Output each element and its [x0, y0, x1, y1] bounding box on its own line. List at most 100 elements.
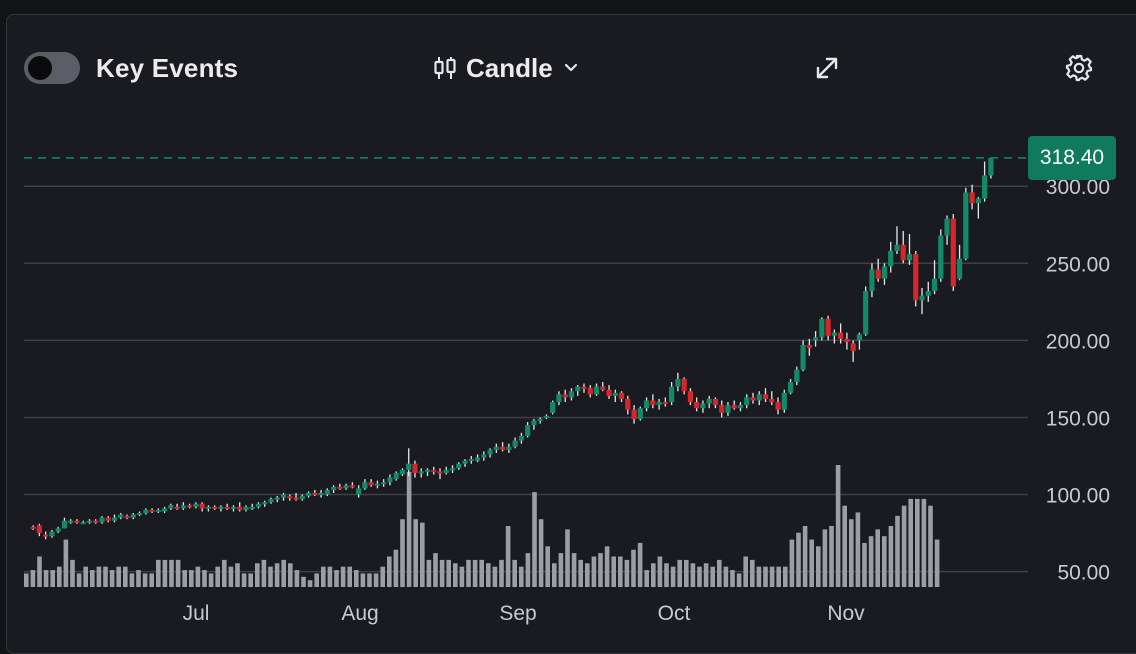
candle-body	[819, 318, 825, 338]
candle-body	[543, 415, 550, 418]
volume-bar	[618, 556, 623, 587]
volume-bar	[268, 566, 273, 587]
candle-body	[161, 508, 168, 512]
key-events-label: Key Events	[96, 53, 239, 83]
candle-body	[587, 388, 593, 395]
candle	[731, 400, 737, 410]
candle-body	[606, 389, 612, 396]
y-tick-label: 250.00	[1046, 253, 1110, 276]
candle	[931, 260, 938, 295]
candle	[349, 482, 355, 489]
candle	[193, 502, 199, 509]
candle-body	[537, 418, 543, 421]
volume-bar	[189, 570, 194, 587]
candle-body	[919, 295, 925, 301]
candle	[575, 385, 581, 396]
volume-bar	[129, 573, 135, 587]
candle	[212, 505, 218, 510]
candle	[143, 508, 149, 515]
candle-body	[105, 517, 111, 521]
candle	[650, 394, 656, 409]
volume-bar	[340, 566, 346, 587]
candle-body	[662, 402, 668, 405]
candle-body	[187, 505, 193, 508]
candle	[155, 508, 161, 514]
gear-icon[interactable]	[1064, 53, 1094, 83]
volume-bar	[248, 573, 253, 587]
candle	[531, 418, 537, 430]
volume-bar	[202, 570, 207, 587]
volume-bar	[670, 566, 676, 587]
candle	[424, 468, 431, 477]
volume-bar	[802, 526, 808, 587]
candle	[568, 388, 575, 401]
candle	[118, 513, 124, 520]
volume-bar	[222, 559, 227, 587]
volume-bar	[690, 563, 696, 587]
candle	[299, 494, 305, 501]
volume-bar	[24, 573, 29, 587]
volume-bar	[710, 566, 715, 587]
candle	[844, 332, 850, 350]
volume-bar	[928, 505, 933, 587]
candle	[406, 448, 412, 477]
candle	[888, 241, 894, 273]
volume-bar	[855, 512, 861, 587]
volume-bar	[545, 546, 550, 587]
candle-body	[99, 517, 105, 523]
candle-body	[143, 509, 149, 514]
volume-bar	[426, 559, 432, 587]
candle	[149, 508, 155, 514]
candle-body	[581, 386, 587, 389]
candle	[49, 529, 55, 538]
candle-body	[975, 198, 981, 204]
candle-body	[831, 332, 837, 336]
candle	[255, 502, 262, 509]
candle	[187, 503, 193, 509]
candle	[312, 489, 318, 497]
volume-bar	[301, 576, 306, 587]
candle-body	[318, 492, 324, 495]
volume-bar	[684, 559, 689, 587]
candle-body	[337, 486, 343, 489]
candle-body	[174, 506, 180, 509]
candle-body	[193, 503, 199, 507]
volume-bar	[354, 570, 359, 587]
key-events-toggle[interactable]	[24, 52, 80, 84]
candle-body	[393, 472, 399, 480]
toggle-knob	[28, 56, 52, 80]
candle-body	[274, 497, 280, 500]
volume-bar	[30, 570, 36, 587]
candle-body	[800, 345, 806, 370]
candle-body	[55, 528, 61, 532]
candle-body	[675, 378, 681, 387]
candle-body	[93, 520, 99, 523]
expand-icon[interactable]	[812, 53, 842, 83]
volume-bar	[136, 570, 141, 587]
candle-body	[562, 394, 568, 398]
candle	[669, 381, 675, 406]
volume-bar	[829, 526, 834, 587]
volume-bar	[756, 566, 762, 587]
candle	[869, 263, 875, 298]
candle-body	[512, 440, 518, 447]
candle-body	[287, 496, 293, 499]
chart-type-selector[interactable]: Candle	[432, 51, 579, 85]
volume-bar	[730, 570, 735, 587]
volume-bar	[486, 563, 491, 587]
candle-body	[406, 463, 412, 470]
candle	[787, 378, 794, 395]
candle-body	[531, 420, 537, 426]
candle-body	[180, 505, 186, 509]
candle	[237, 502, 243, 512]
candle	[243, 505, 249, 512]
candle	[600, 381, 606, 392]
price-chart[interactable]: 50.00 100.00 150.00 200.00 250.00 300.00 Jul A…	[0, 0, 1136, 636]
candle	[280, 492, 287, 501]
volume-bar	[380, 566, 385, 587]
volume-bar	[149, 573, 154, 587]
candle-body	[305, 492, 312, 497]
candle	[462, 459, 468, 467]
candle-body	[212, 506, 218, 509]
volume-bar	[552, 563, 557, 587]
